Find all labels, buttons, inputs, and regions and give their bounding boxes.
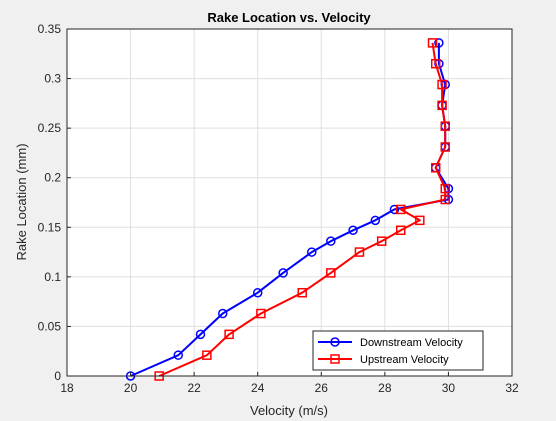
y-tick-label: 0.35 [38, 22, 62, 36]
data-point-upstream-velocity [437, 100, 447, 111]
legend-marker-downstream [330, 337, 340, 347]
data-point-upstream-velocity [427, 38, 438, 48]
data-point-downstream-velocity [307, 247, 317, 257]
data-point-upstream-velocity [376, 236, 387, 246]
series-upstream-velocity [154, 38, 450, 381]
x-axis-label: Velocity (m/s) [250, 403, 328, 418]
y-tick-label: 0.25 [38, 121, 62, 135]
data-point-upstream-velocity [224, 329, 234, 340]
y-tick-label: 0.1 [44, 270, 61, 284]
x-tick-label: 26 [315, 381, 329, 395]
series-layer [125, 38, 454, 381]
data-point-upstream-velocity [440, 121, 450, 131]
data-point-upstream-velocity [415, 215, 425, 226]
x-tick-label: 30 [442, 381, 456, 395]
legend: Downstream Velocity Upstream Velocity [312, 330, 484, 371]
legend-label-downstream: Downstream Velocity [360, 337, 463, 349]
data-point-downstream-velocity [389, 204, 400, 215]
y-tick-label: 0.15 [38, 220, 62, 234]
legend-box [312, 330, 484, 371]
data-point-downstream-velocity [173, 350, 183, 360]
data-point-upstream-velocity [396, 204, 406, 215]
data-point-upstream-velocity [440, 142, 450, 152]
x-tick-label: 22 [187, 381, 201, 395]
data-point-upstream-velocity [256, 308, 266, 319]
data-point-upstream-velocity [430, 163, 441, 173]
data-point-upstream-velocity [440, 183, 450, 194]
chart-title: Rake Location vs. Velocity [207, 10, 371, 25]
y-tick-label: 0.05 [38, 319, 62, 333]
legend-marker-upstream [330, 354, 340, 364]
data-point-upstream-velocity [354, 247, 365, 257]
y-tick-label: 0 [54, 369, 61, 383]
data-point-upstream-velocity [326, 268, 336, 278]
data-point-downstream-velocity [252, 287, 263, 298]
axis-ticks: 18 20 22 24 26 28 30 32 0 0.05 0.1 0.15 0.2 0.25 0.3 0.… [38, 22, 519, 395]
y-tick-label: 0.2 [44, 171, 61, 185]
data-point-upstream-velocity [437, 79, 447, 90]
x-tick-label: 32 [505, 381, 519, 395]
data-point-downstream-velocity [434, 38, 444, 48]
data-point-downstream-velocity [326, 236, 336, 246]
legend-label-upstream: Upstream Velocity [360, 354, 449, 366]
data-point-upstream-velocity [396, 225, 406, 236]
data-point-upstream-velocity [297, 287, 307, 298]
data-point-downstream-velocity [195, 329, 206, 340]
x-tick-label: 24 [251, 381, 265, 395]
x-tick-label: 28 [378, 381, 392, 395]
y-axis-label: Rake Location (mm) [14, 143, 29, 260]
data-point-downstream-velocity [278, 268, 288, 278]
x-tick-label: 20 [124, 381, 138, 395]
data-point-upstream-velocity [440, 194, 450, 205]
plot-frame [66, 28, 513, 377]
data-point-upstream-velocity [202, 350, 212, 360]
y-tick-label: 0.3 [44, 72, 61, 86]
data-point-upstream-velocity [430, 58, 441, 69]
data-point-downstream-velocity [218, 308, 228, 319]
x-tick-label: 18 [60, 381, 74, 395]
data-point-downstream-velocity [348, 225, 358, 236]
data-point-downstream-velocity [370, 215, 381, 226]
